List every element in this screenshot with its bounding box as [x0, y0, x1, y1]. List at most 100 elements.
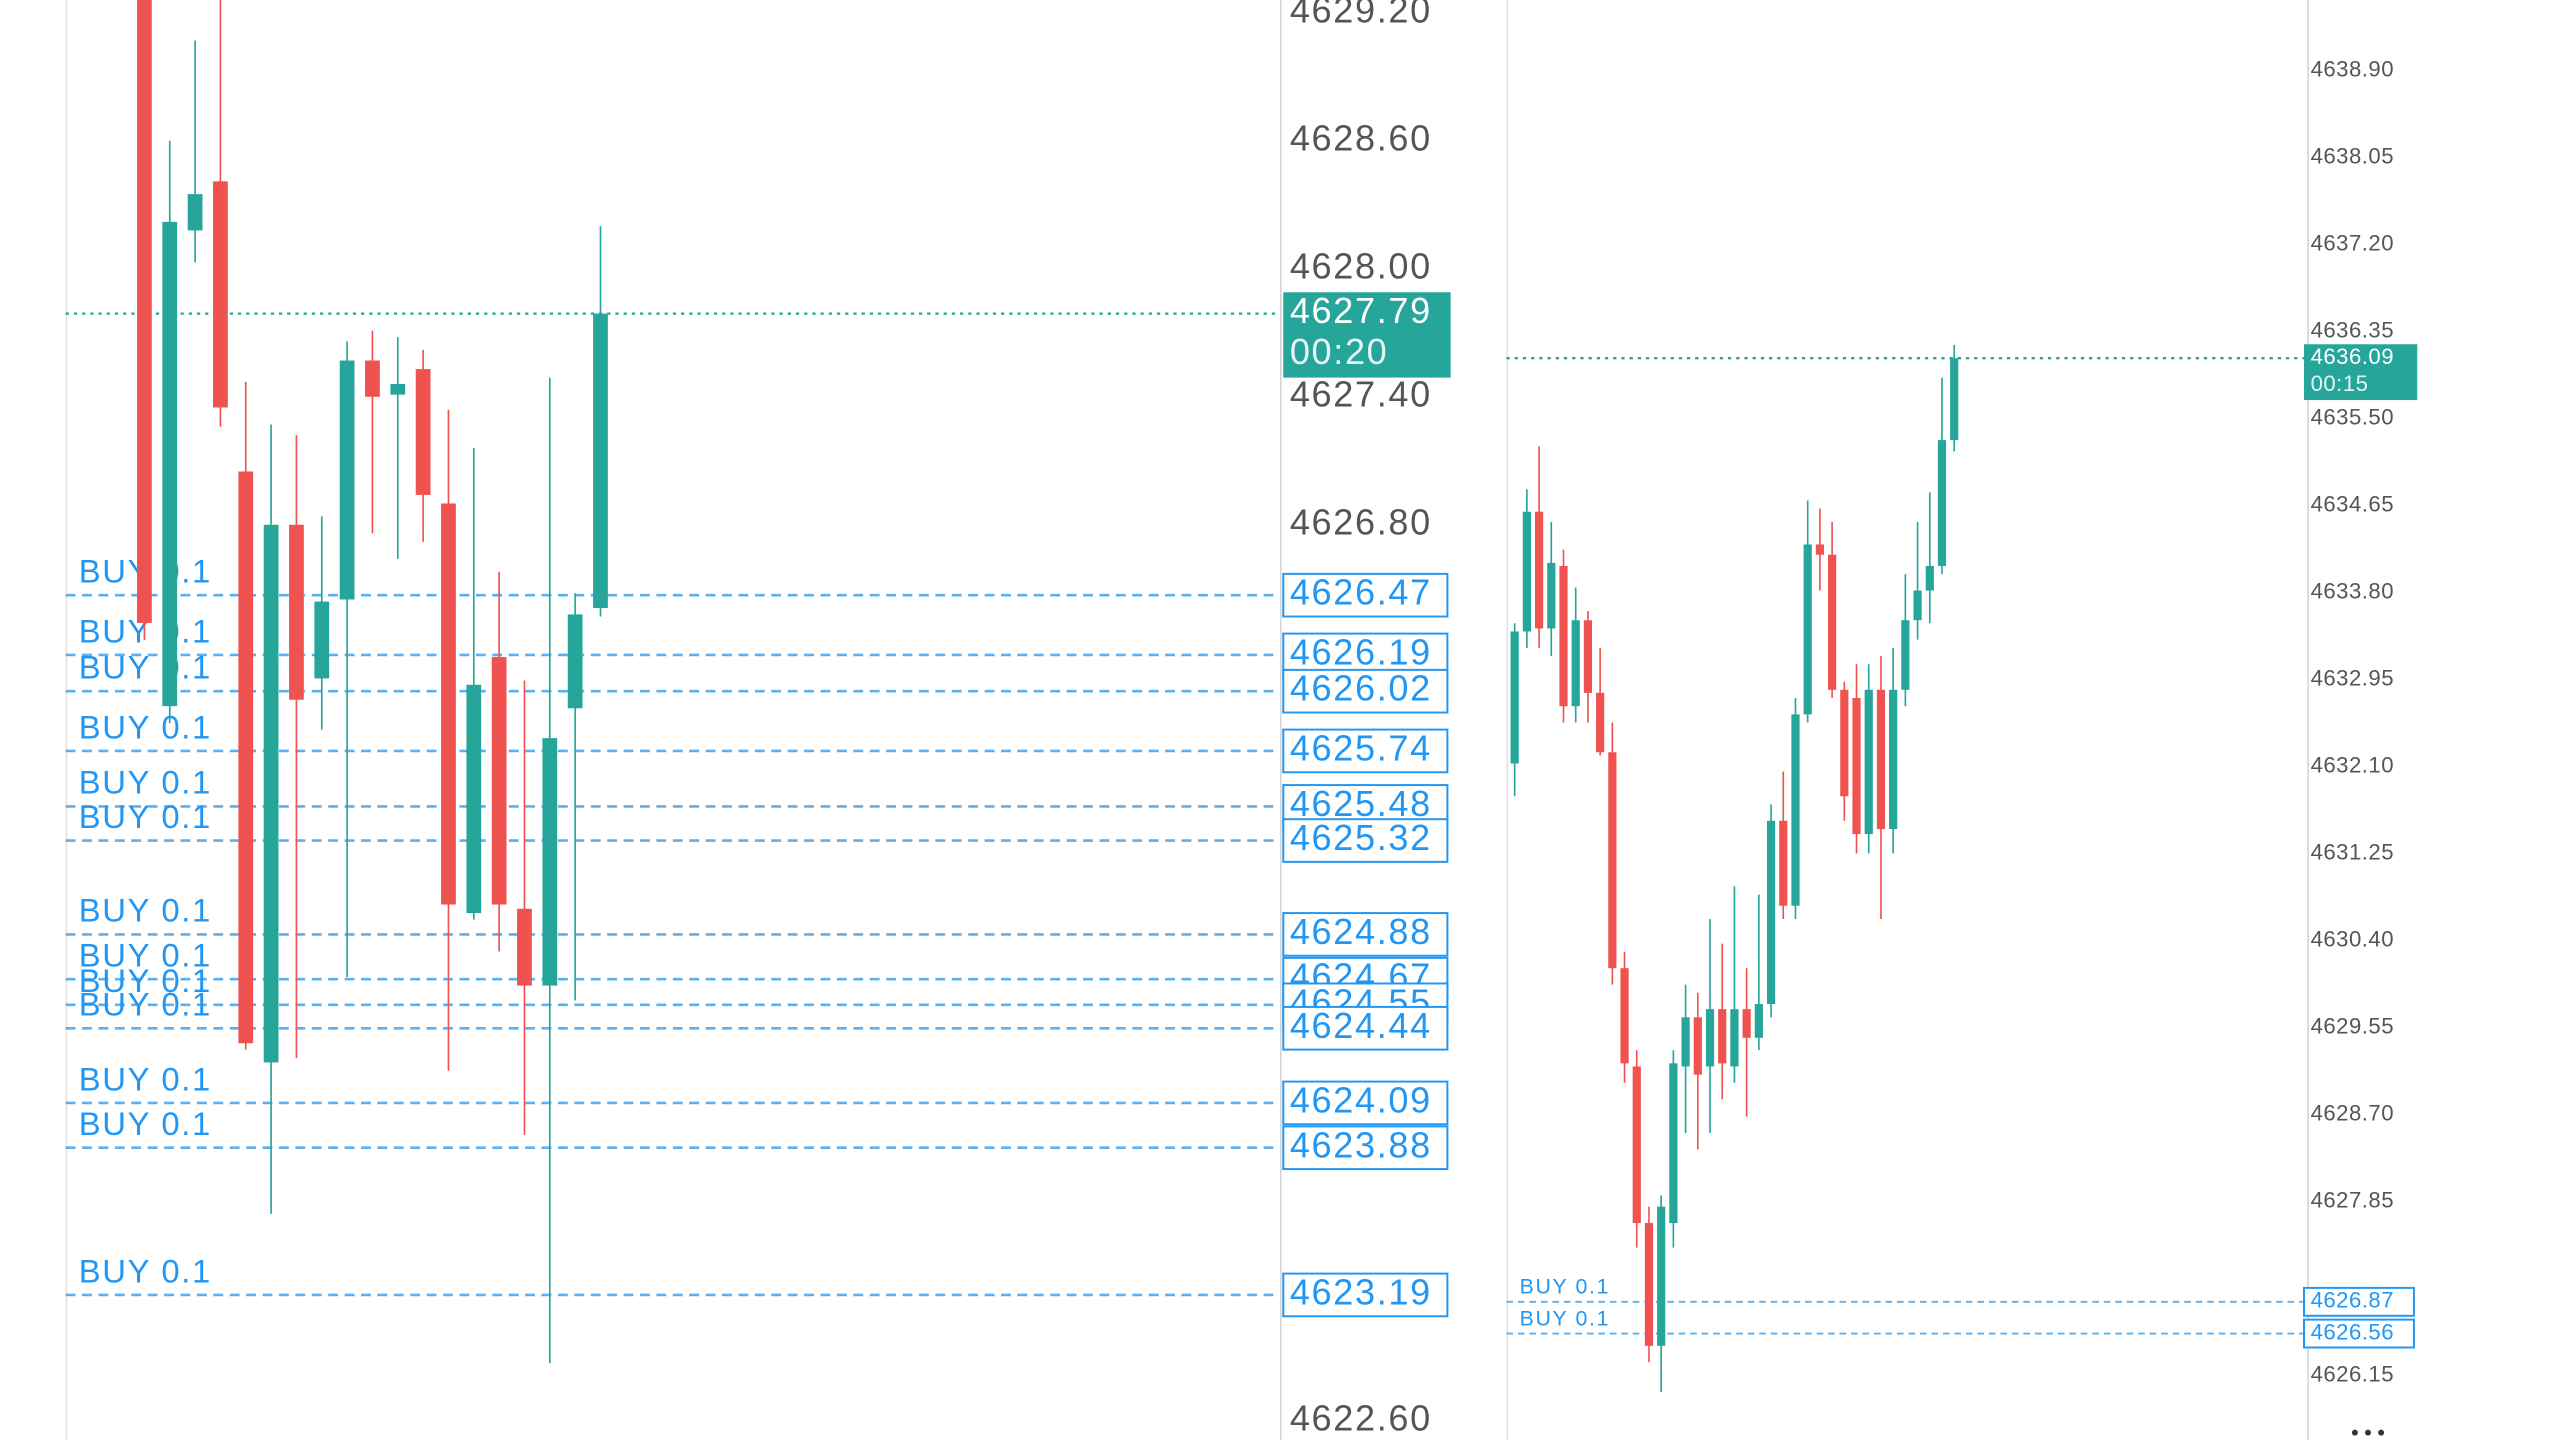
candle-body — [1571, 620, 1580, 707]
candle-body — [1779, 820, 1788, 906]
y-tick-label: 4637.20 — [2311, 230, 2394, 255]
y-tick-label: 4633.80 — [2311, 578, 2394, 603]
order-price-label: 4626.47 — [1290, 572, 1432, 613]
order-price-label: 4625.32 — [1290, 817, 1432, 858]
order-price-box — [1282, 1080, 1449, 1126]
candle-body — [365, 360, 380, 397]
candle-body — [187, 194, 203, 231]
candle-body — [1644, 1223, 1654, 1346]
y-tick-label: 4628.60 — [1290, 117, 1432, 158]
order-price-box — [1282, 572, 1449, 618]
dot — [2365, 1429, 2371, 1436]
candle-body — [289, 524, 304, 700]
candle-body — [517, 908, 532, 986]
order-label: BUY 0.1 — [1520, 1275, 1611, 1299]
chart-pane: 4629.20 4628.60 4628.00 4627.40 4626.80 4622.… — [65, 0, 1451, 1438]
order-label: BUY 0.1 — [79, 986, 212, 1023]
candle-body — [567, 614, 583, 709]
candle-body — [1559, 565, 1568, 707]
y-tick-label: 4636.35 — [2311, 317, 2394, 342]
y-tick-label: 4631.25 — [2311, 839, 2394, 864]
y-tick-label: 4626.80 — [1290, 501, 1432, 542]
candle-body — [415, 369, 431, 495]
candle-body — [1742, 1009, 1751, 1038]
order-price-label: 4625.74 — [1290, 727, 1432, 768]
candle-body — [1669, 1063, 1678, 1224]
order-label: BUY 0.1 — [79, 1105, 212, 1142]
y-tick-label: 4627.85 — [2311, 1187, 2394, 1212]
y-tick-label: 4629.20 — [1290, 0, 1432, 30]
order-label: BUY 0.1 — [79, 1252, 212, 1289]
order-label: BUY 0.1 — [79, 937, 212, 974]
y-tick-label: 4635.50 — [2311, 404, 2394, 429]
candle-body — [1596, 692, 1605, 753]
candle-body — [1583, 620, 1593, 693]
y-tick-label: 4632.95 — [2311, 665, 2394, 690]
candle-body — [1925, 565, 1934, 591]
order-price-box — [1282, 1272, 1449, 1318]
y-tick-label: 4627.40 — [1290, 373, 1432, 414]
order-label: BUY 0.1 — [79, 962, 212, 999]
candle-body — [1705, 1009, 1715, 1067]
order-price-box — [1282, 818, 1449, 863]
order-price-box — [1282, 912, 1449, 957]
order-price-box — [2303, 1286, 2415, 1317]
more-button[interactable] — [2351, 1429, 2385, 1436]
y-tick-label: 4638.90 — [2311, 56, 2394, 81]
candle-body — [1657, 1206, 1666, 1346]
y-tick-label: 4622.60 — [1290, 1397, 1432, 1438]
y-tick-label: 4638.05 — [2311, 143, 2394, 168]
candle-body — [542, 738, 558, 986]
order-price-label: 4626.87 — [2311, 1288, 2394, 1313]
current-price-box — [2304, 344, 2418, 401]
candle-body — [1510, 631, 1519, 764]
candle-body — [314, 601, 330, 679]
candle-body — [491, 657, 507, 905]
candle-body — [1608, 752, 1617, 969]
order-price-box — [1282, 668, 1449, 714]
candle-body — [1840, 689, 1849, 797]
order-price-label: 4624.88 — [1290, 911, 1432, 952]
candle-body — [1620, 968, 1629, 1064]
candle-body — [1852, 697, 1861, 835]
order-price-box — [1282, 1005, 1449, 1051]
order-price-label: 4624.09 — [1290, 1079, 1432, 1120]
candle-body — [1730, 1009, 1739, 1067]
order-label: BUY 0.1 — [79, 1060, 212, 1097]
y-tick-label: 4628.70 — [2311, 1100, 2394, 1125]
order-label: BUY 0.1 — [79, 708, 212, 745]
candle-body — [1632, 1066, 1641, 1224]
y-tick-label: 4626.15 — [2311, 1361, 2394, 1386]
candle-body — [593, 313, 608, 608]
order-price-label: 4623.88 — [1290, 1124, 1432, 1165]
candle-body — [1522, 511, 1531, 632]
candle-body — [137, 0, 152, 623]
candle-body — [1766, 820, 1776, 1005]
candle-body — [441, 503, 456, 905]
current-price-label: 4636.09 — [2311, 344, 2394, 369]
candle-body — [1950, 358, 1959, 441]
order-label: BUY 0.1 — [79, 798, 212, 835]
order-label: BUY 0.1 — [1520, 1306, 1611, 1330]
chart-pane: 4638.90 4638.05 4637.20 4636.35 4635.50 4634.… — [1506, 56, 2418, 1392]
candle-body — [1754, 1004, 1763, 1038]
order-price-box — [2303, 1318, 2415, 1349]
candle-body — [390, 384, 406, 395]
order-price-label: 4624.44 — [1290, 1005, 1432, 1046]
order-price-label: 4626.56 — [2311, 1319, 2394, 1344]
candle-body — [1876, 689, 1886, 829]
candle-body — [1901, 620, 1910, 690]
candle-body — [1803, 544, 1812, 715]
candle-body — [213, 181, 228, 408]
candle-body — [466, 684, 482, 914]
candle-body — [1547, 562, 1556, 629]
candle-body — [1791, 714, 1800, 906]
order-label: BUY 0.1 — [79, 892, 212, 929]
order-price-box — [1282, 728, 1449, 774]
candle-body — [1815, 544, 1824, 555]
order-label: BUY 0.1 — [79, 764, 212, 801]
candle-body — [1693, 1017, 1702, 1075]
candle-body — [162, 221, 178, 707]
